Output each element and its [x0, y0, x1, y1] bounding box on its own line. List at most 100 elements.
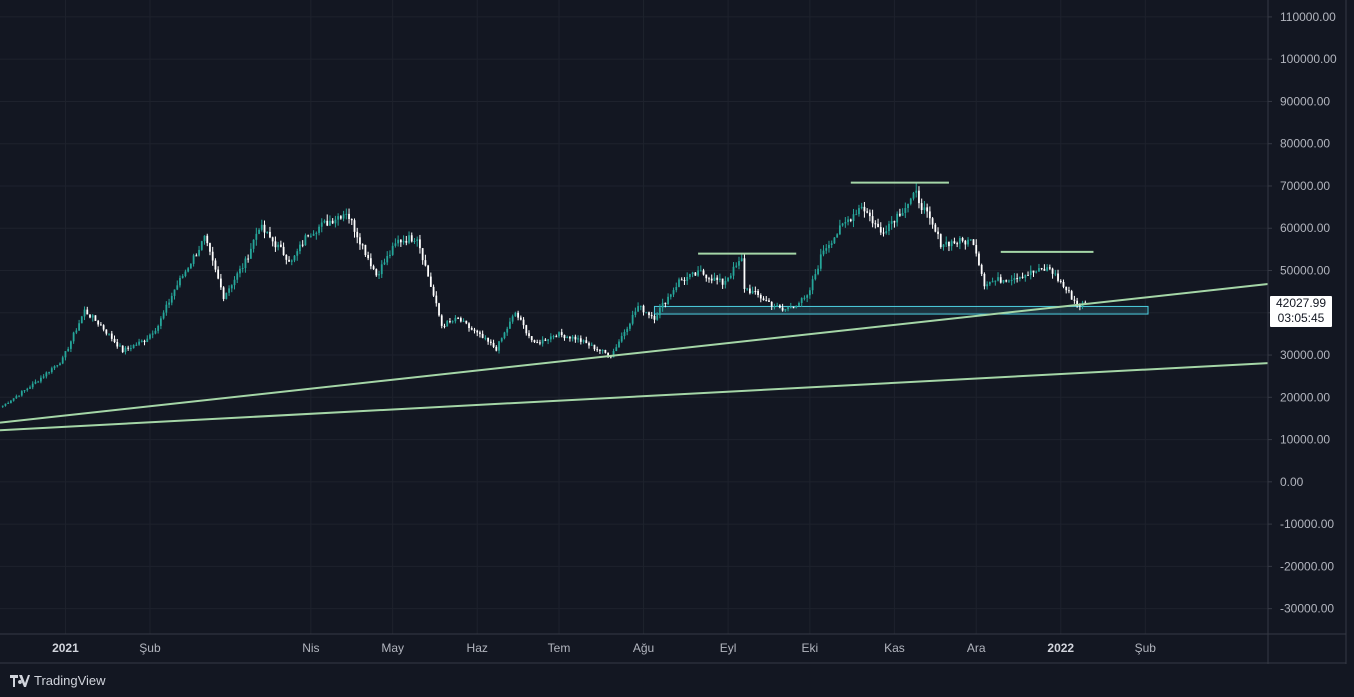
- candle-body: [890, 221, 893, 224]
- support-zone-rect: [653, 305, 1149, 315]
- candle-body: [1024, 274, 1027, 278]
- candle-body: [345, 213, 348, 215]
- candle-body: [882, 232, 885, 234]
- candle-body: [926, 207, 929, 212]
- candle-body: [814, 274, 817, 280]
- candle-body: [470, 328, 473, 330]
- candle-body: [563, 335, 566, 339]
- candle-body: [522, 319, 525, 326]
- brand-name: TradingView: [34, 673, 106, 688]
- candle-body: [934, 224, 937, 232]
- candle-body: [230, 285, 233, 289]
- candle-body: [143, 340, 146, 343]
- time-tick-label: Nis: [302, 641, 319, 655]
- candle-body: [778, 305, 781, 308]
- candle-body: [443, 325, 446, 327]
- candle-body: [427, 265, 430, 277]
- candle-body: [299, 244, 301, 252]
- candle-body: [361, 244, 364, 246]
- candle-body: [549, 336, 552, 340]
- candle-body: [596, 349, 599, 351]
- candle-body: [1035, 271, 1038, 273]
- candle-body: [847, 219, 849, 223]
- candle-body: [274, 241, 277, 248]
- candle-body: [119, 345, 121, 347]
- candle-body: [937, 231, 939, 235]
- candle-body: [571, 336, 574, 339]
- candle-body: [661, 302, 664, 308]
- candle-body: [800, 298, 803, 303]
- candle-body: [667, 296, 669, 305]
- candle-body: [290, 260, 293, 262]
- candle-body: [342, 214, 345, 219]
- candle-body: [97, 320, 100, 325]
- candle-body: [468, 323, 470, 329]
- candle-body: [626, 328, 629, 333]
- price-tick-label: 20000.00: [1280, 390, 1330, 404]
- candle-body: [249, 248, 252, 259]
- candle-body: [659, 307, 661, 316]
- candle-body: [525, 325, 528, 334]
- candle-body: [629, 323, 631, 329]
- candle-body: [642, 305, 645, 313]
- candle-body: [61, 357, 64, 364]
- candle-body: [849, 219, 852, 221]
- candle-body: [37, 381, 40, 383]
- candle-body: [146, 338, 149, 343]
- candle-body: [446, 321, 449, 327]
- candle-body: [260, 224, 263, 230]
- candle-body: [631, 314, 634, 324]
- candle-body: [206, 235, 209, 244]
- candle-body: [181, 276, 184, 278]
- support-zone-layer: [653, 305, 1149, 315]
- tradingview-brand[interactable]: TradingView: [10, 673, 106, 688]
- candle-body: [124, 347, 127, 353]
- candle-body: [301, 244, 304, 246]
- candle-body: [953, 241, 956, 244]
- price-tick-label: 70000.00: [1280, 179, 1330, 193]
- last-price-value: 42027.99: [1275, 296, 1327, 310]
- candle-body: [59, 363, 61, 366]
- drawing-layer: [0, 181, 1269, 432]
- candle-body: [353, 220, 356, 232]
- candle-body: [664, 302, 667, 305]
- time-tick-label: May: [381, 641, 404, 655]
- candle-body: [217, 269, 220, 279]
- candle-body: [868, 212, 871, 217]
- tradingview-logo-icon: [10, 674, 30, 687]
- candle-body: [986, 284, 989, 287]
- candle-body: [386, 255, 389, 263]
- candle-body: [168, 302, 170, 305]
- candle-body: [762, 298, 765, 301]
- candle-body: [1062, 281, 1065, 287]
- candle-body: [590, 344, 593, 346]
- candle-body: [1027, 274, 1029, 276]
- candle-body: [811, 279, 814, 291]
- candle-body: [129, 348, 132, 350]
- candle-body: [91, 315, 94, 318]
- candle-body: [239, 268, 241, 274]
- price-chart[interactable]: 110000.00 100000.00 90000.00 80000.00 70000.…: [0, 0, 1354, 664]
- candle-body: [541, 339, 544, 344]
- candle-body: [315, 232, 318, 234]
- candle-body: [669, 294, 672, 297]
- candle-body: [416, 239, 419, 241]
- candle-body: [978, 253, 980, 265]
- time-tick-label: Kas: [884, 641, 905, 655]
- price-tick-label: -10000.00: [1280, 517, 1334, 531]
- candle-body: [320, 222, 323, 227]
- candle-body: [648, 312, 650, 316]
- candle-body: [7, 402, 10, 404]
- candle-body: [759, 295, 762, 299]
- candle-body: [1008, 280, 1010, 282]
- candle-body: [879, 227, 882, 233]
- candle-body: [380, 264, 383, 275]
- candle-body: [1076, 300, 1079, 305]
- candle-body: [255, 233, 258, 240]
- candle-body: [585, 340, 588, 344]
- candle-body: [132, 345, 135, 349]
- candle-body: [86, 309, 89, 315]
- candle-body: [135, 344, 138, 346]
- candle-body: [138, 341, 140, 345]
